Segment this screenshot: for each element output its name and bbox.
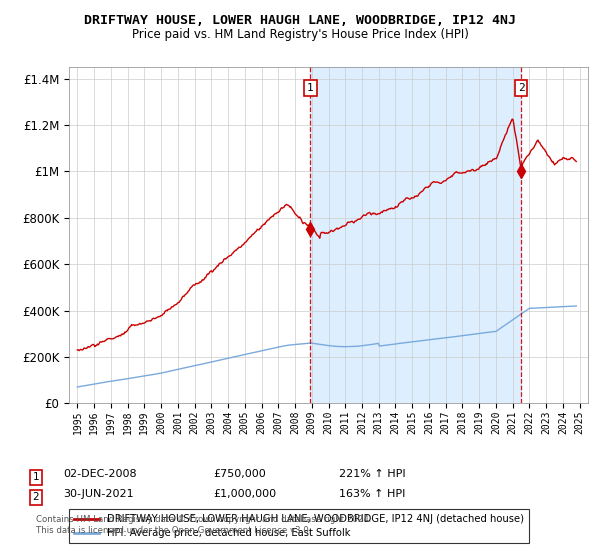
Text: 30-JUN-2021: 30-JUN-2021 — [63, 489, 134, 500]
Text: 2: 2 — [32, 492, 40, 502]
Text: 02-DEC-2008: 02-DEC-2008 — [63, 469, 137, 479]
Text: 163% ↑ HPI: 163% ↑ HPI — [339, 489, 406, 500]
Text: 2: 2 — [518, 83, 524, 93]
Text: Contains HM Land Registry data © Crown copyright and database right 2024.: Contains HM Land Registry data © Crown c… — [36, 515, 371, 524]
Text: £750,000: £750,000 — [213, 469, 266, 479]
Bar — [310, 67, 521, 403]
Text: 221% ↑ HPI: 221% ↑ HPI — [339, 469, 406, 479]
Text: Price paid vs. HM Land Registry's House Price Index (HPI): Price paid vs. HM Land Registry's House … — [131, 28, 469, 41]
Text: £1,000,000: £1,000,000 — [213, 489, 276, 500]
Text: DRIFTWAY HOUSE, LOWER HAUGH LANE, WOODBRIDGE, IP12 4NJ: DRIFTWAY HOUSE, LOWER HAUGH LANE, WOODBR… — [84, 14, 516, 27]
Text: 1: 1 — [307, 83, 314, 93]
Text: This data is licensed under the Open Government Licence v3.0.: This data is licensed under the Open Gov… — [36, 526, 311, 535]
Text: 1: 1 — [32, 472, 40, 482]
Legend: DRIFTWAY HOUSE, LOWER HAUGH LANE, WOODBRIDGE, IP12 4NJ (detached house), HPI: Av: DRIFTWAY HOUSE, LOWER HAUGH LANE, WOODBR… — [69, 509, 529, 543]
